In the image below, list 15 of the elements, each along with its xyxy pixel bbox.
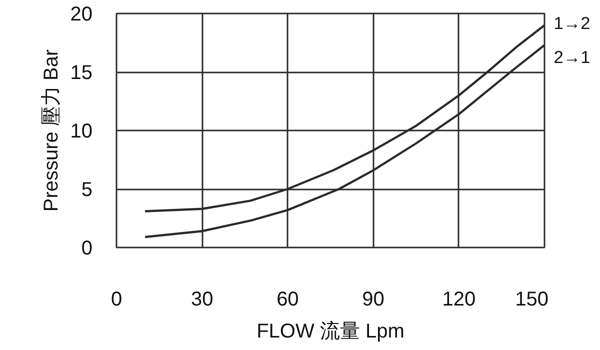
series-label: 2→1 xyxy=(554,47,590,68)
x-tick-label: 90 xyxy=(362,288,384,310)
y-tick-label: 0 xyxy=(81,238,92,260)
y-tick-label: 20 xyxy=(70,4,93,26)
y-tick-label: 5 xyxy=(81,179,92,201)
x-axis-title: FLOW 流量 Lpm xyxy=(256,320,404,342)
y-axis-title: Pressure 壓力 Bar xyxy=(40,49,62,212)
series-label: 1→2 xyxy=(554,13,590,34)
x-tick-label: 0 xyxy=(110,288,122,310)
x-tick-label: 150 xyxy=(515,288,549,310)
x-tick-label: 120 xyxy=(442,288,476,310)
y-tick-label: 15 xyxy=(70,62,93,84)
x-tick-label: 30 xyxy=(190,288,214,310)
y-tick-label: 10 xyxy=(70,120,93,142)
x-tick-label: 60 xyxy=(276,288,299,310)
